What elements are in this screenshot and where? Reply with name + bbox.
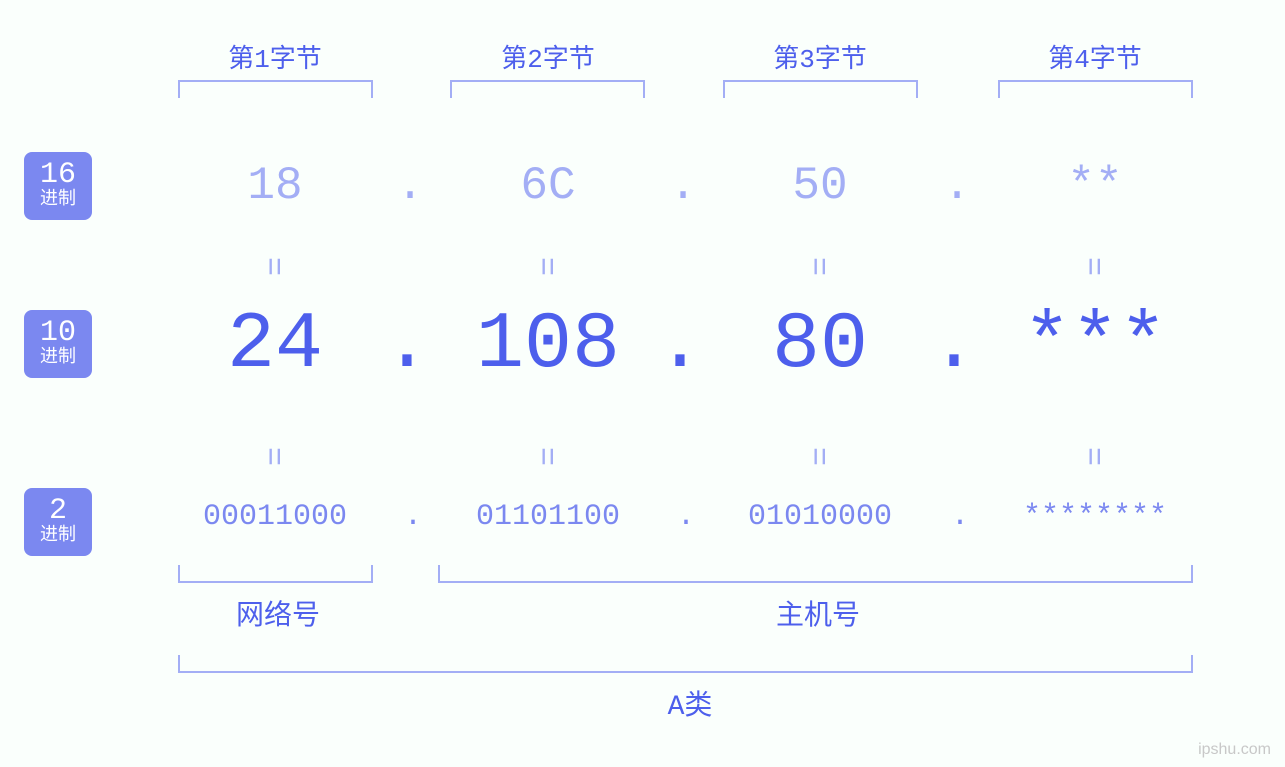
top-bracket-2 [450,80,645,98]
base-number-bin: 2 [49,496,67,526]
watermark: ipshu.com [1198,741,1271,759]
dec-dot-2: . [665,300,695,391]
bin-dot-2: . [676,500,696,534]
bin-byte-2: 01101100 [428,500,668,534]
base-label-hex: 进制 [40,190,76,212]
class-label: A类 [640,683,740,723]
dec-byte-4: *** [995,300,1195,391]
dec-byte-2: 108 [448,300,648,391]
top-bracket-3 [723,80,918,98]
bin-dot-3: . [950,500,970,534]
byte-header-3: 第3字节 [770,38,870,75]
equals-hex-dec-3: = [801,257,838,276]
byte-header-2: 第2字节 [498,38,598,75]
hex-dot-3: . [947,160,967,212]
bin-byte-4: ******** [975,500,1215,534]
hex-byte-3: 50 [720,160,920,212]
equals-dec-bin-1: = [256,447,293,466]
hex-dot-1: . [400,160,420,212]
byte-header-4: 第4字节 [1045,38,1145,75]
equals-hex-dec-2: = [529,257,566,276]
dec-dot-1: . [392,300,422,391]
equals-dec-bin-3: = [801,447,838,466]
equals-hex-dec-1: = [256,257,293,276]
bin-byte-3: 01010000 [700,500,940,534]
top-bracket-1 [178,80,373,98]
equals-dec-bin-4: = [1076,447,1113,466]
network-label: 网络号 [228,593,328,633]
hex-byte-2: 6C [448,160,648,212]
base-label-bin: 进制 [40,526,76,548]
equals-dec-bin-2: = [529,447,566,466]
hex-byte-1: 18 [175,160,375,212]
base-badge-bin: 2 进制 [24,488,92,556]
dec-byte-3: 80 [720,300,920,391]
network-bracket [178,565,373,583]
equals-hex-dec-4: = [1076,257,1113,276]
host-bracket [438,565,1193,583]
bin-dot-1: . [403,500,423,534]
host-label: 主机号 [768,593,868,633]
base-badge-hex: 16 进制 [24,152,92,220]
hex-byte-4: ** [995,160,1195,212]
base-badge-dec: 10 进制 [24,310,92,378]
dec-byte-1: 24 [175,300,375,391]
base-label-dec: 进制 [40,348,76,370]
base-number-dec: 10 [40,318,76,348]
byte-header-1: 第1字节 [225,38,325,75]
base-number-hex: 16 [40,160,76,190]
hex-dot-2: . [673,160,693,212]
top-bracket-4 [998,80,1193,98]
class-bracket [178,655,1193,673]
dec-dot-3: . [939,300,969,391]
bin-byte-1: 00011000 [155,500,395,534]
